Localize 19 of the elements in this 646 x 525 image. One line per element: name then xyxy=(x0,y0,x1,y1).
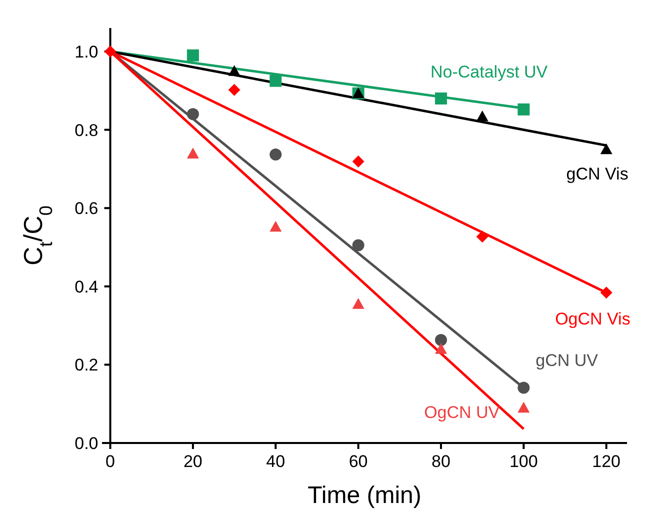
x-tick-label: 100 xyxy=(509,452,538,471)
x-axis-title: Time (min) xyxy=(308,482,422,509)
x-tick-label: 80 xyxy=(432,452,450,471)
x-tick-label: 40 xyxy=(266,452,286,471)
y-tick-label: 0.2 xyxy=(74,356,98,375)
y-tick-label: 0.8 xyxy=(74,120,98,140)
x-tick-label: 20 xyxy=(183,452,202,471)
series-label: No-Catalyst UV xyxy=(430,62,548,82)
y-tick-label: 0.6 xyxy=(74,199,98,218)
x-tick-label: 0 xyxy=(106,452,115,471)
x-tick-label: 60 xyxy=(348,452,368,471)
y-tick-label: 1.0 xyxy=(74,42,98,62)
series-label: OgCN UV xyxy=(424,402,500,422)
series-label: gCN Vis xyxy=(566,164,628,184)
y-tick-label: 0.0 xyxy=(74,434,98,453)
y-tick-label: 0.4 xyxy=(74,277,98,296)
x-tick-label: 120 xyxy=(592,452,621,471)
series-label: gCN UV xyxy=(536,350,599,370)
series-label: OgCN Vis xyxy=(555,310,630,329)
